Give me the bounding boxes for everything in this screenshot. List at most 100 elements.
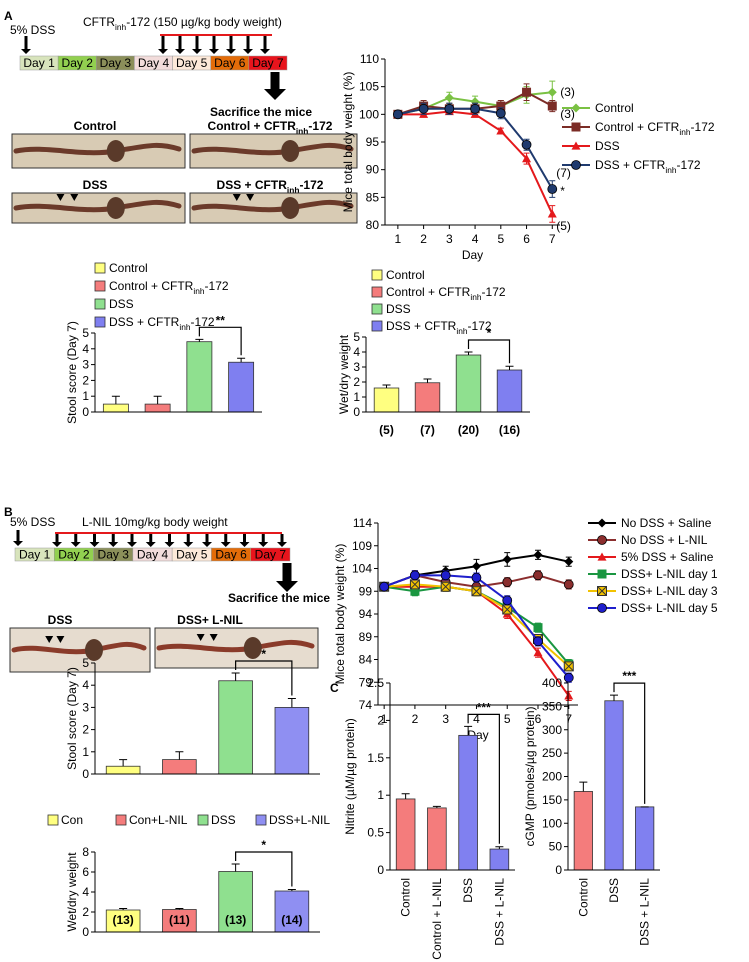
y-tick-label: 104 xyxy=(352,562,372,576)
marker xyxy=(597,552,607,561)
legend-swatch xyxy=(371,269,383,281)
x-tick-label: 2 xyxy=(412,712,419,726)
marker xyxy=(533,550,543,560)
x-tick-label: 2 xyxy=(420,232,427,246)
day-label: Day 6 xyxy=(214,56,246,70)
legend-label: DSS+ L-NIL day 5 xyxy=(621,601,718,615)
day-label: Day 7 xyxy=(255,548,287,562)
x-tick-label: DSS + L-NIL xyxy=(492,878,506,946)
arrow xyxy=(175,36,185,54)
error-bar xyxy=(464,725,473,736)
x-tick-label: 1 xyxy=(381,712,388,726)
error-bar xyxy=(237,357,246,363)
panel-label: A xyxy=(4,9,13,23)
arrow xyxy=(145,534,156,547)
y-axis-label: Mice total body weight (%) xyxy=(333,544,347,685)
x-tick-label: 5 xyxy=(504,712,511,726)
y-tick-label: 50 xyxy=(549,840,563,854)
marker xyxy=(502,554,512,564)
marker xyxy=(522,154,532,163)
legend-swatch xyxy=(371,320,383,332)
marker xyxy=(547,184,558,194)
n-label: (13) xyxy=(112,913,133,927)
y-tick-label: 84 xyxy=(359,653,373,667)
bar xyxy=(414,382,441,413)
series-line xyxy=(397,110,554,215)
x-tick-label: 1 xyxy=(395,232,402,246)
legend-swatch xyxy=(255,814,267,826)
day-label: Day 2 xyxy=(58,548,90,562)
bar xyxy=(635,806,655,871)
arrow xyxy=(243,36,253,54)
day-label: Day 4 xyxy=(138,56,170,70)
subscript: inh xyxy=(287,185,300,195)
y-tick-label: 5 xyxy=(353,330,360,344)
y-tick-label: 1 xyxy=(82,389,89,403)
start-label: 5% DSS xyxy=(10,515,55,529)
bar xyxy=(102,403,129,413)
legend-swatch xyxy=(371,286,383,298)
legend-label: DSS+L-NIL xyxy=(269,813,330,827)
y-tick-label: 0 xyxy=(82,405,89,419)
legend-label: 5% DSS + Saline xyxy=(621,550,714,564)
legend-swatch xyxy=(94,262,106,274)
bar xyxy=(186,341,213,413)
y-tick-label: 3 xyxy=(82,700,89,714)
y-tick-label: 3 xyxy=(353,360,360,374)
y-tick-label: 0 xyxy=(82,925,89,939)
y-axis-label: Wet/dry weight xyxy=(65,852,79,932)
marker xyxy=(440,570,451,581)
bar xyxy=(373,387,400,413)
significance-label: * xyxy=(487,326,492,340)
marker xyxy=(521,139,532,150)
end-label: (7) xyxy=(556,166,571,180)
colon-cecum xyxy=(106,197,125,219)
y-tick-label: 2 xyxy=(82,905,89,919)
subscript: inh xyxy=(679,127,691,137)
error-bar xyxy=(231,672,240,681)
significance-bracket xyxy=(613,682,646,804)
legend-label: DSS + CFTRinh-172 xyxy=(386,319,492,336)
y-axis-label: cGMP (pmoles/µg protein) xyxy=(523,706,537,846)
bar xyxy=(144,403,171,413)
legend-swatch xyxy=(197,814,209,826)
treatment-label: L-NIL 10mg/kg body weight xyxy=(82,515,228,529)
error-bar xyxy=(175,908,184,910)
bar xyxy=(228,361,255,413)
n-label: (13) xyxy=(225,913,246,927)
arrow xyxy=(277,534,287,547)
x-tick-label: 6 xyxy=(535,712,542,726)
n-label: (16) xyxy=(499,423,520,437)
x-tick-label: Control xyxy=(399,878,413,917)
y-tick-label: 4 xyxy=(353,345,360,359)
photo-label: DSS+ L-NIL xyxy=(177,613,243,627)
bar xyxy=(489,848,510,871)
arrowhead xyxy=(70,194,79,201)
marker xyxy=(571,103,581,113)
marker xyxy=(379,581,390,592)
marker xyxy=(496,101,506,111)
significance-bracket xyxy=(235,660,293,696)
photo-label: DSS + CFTRinh-172 xyxy=(217,178,324,195)
y-axis-label: Mice total body weight (%) xyxy=(341,72,355,213)
marker xyxy=(471,586,482,597)
error-bar xyxy=(579,781,588,792)
colon-cecum xyxy=(85,639,103,661)
marker xyxy=(470,97,480,107)
subscript: inh xyxy=(193,286,205,296)
marker xyxy=(563,579,574,590)
marker xyxy=(571,160,581,170)
error-bar xyxy=(153,395,162,405)
bar xyxy=(604,700,624,871)
y-tick-label: 6 xyxy=(82,865,89,879)
end-label: Sacrifice the mice xyxy=(228,591,330,605)
legend-label: No DSS + L-NIL xyxy=(621,533,708,547)
subscript: inh xyxy=(115,22,127,32)
arrow xyxy=(21,36,31,54)
end-label: (3) xyxy=(560,107,575,121)
y-tick-label: 1 xyxy=(82,745,89,759)
marker xyxy=(471,572,482,583)
marker xyxy=(563,661,574,672)
legend-label: Control xyxy=(386,268,425,282)
marker xyxy=(533,648,543,657)
